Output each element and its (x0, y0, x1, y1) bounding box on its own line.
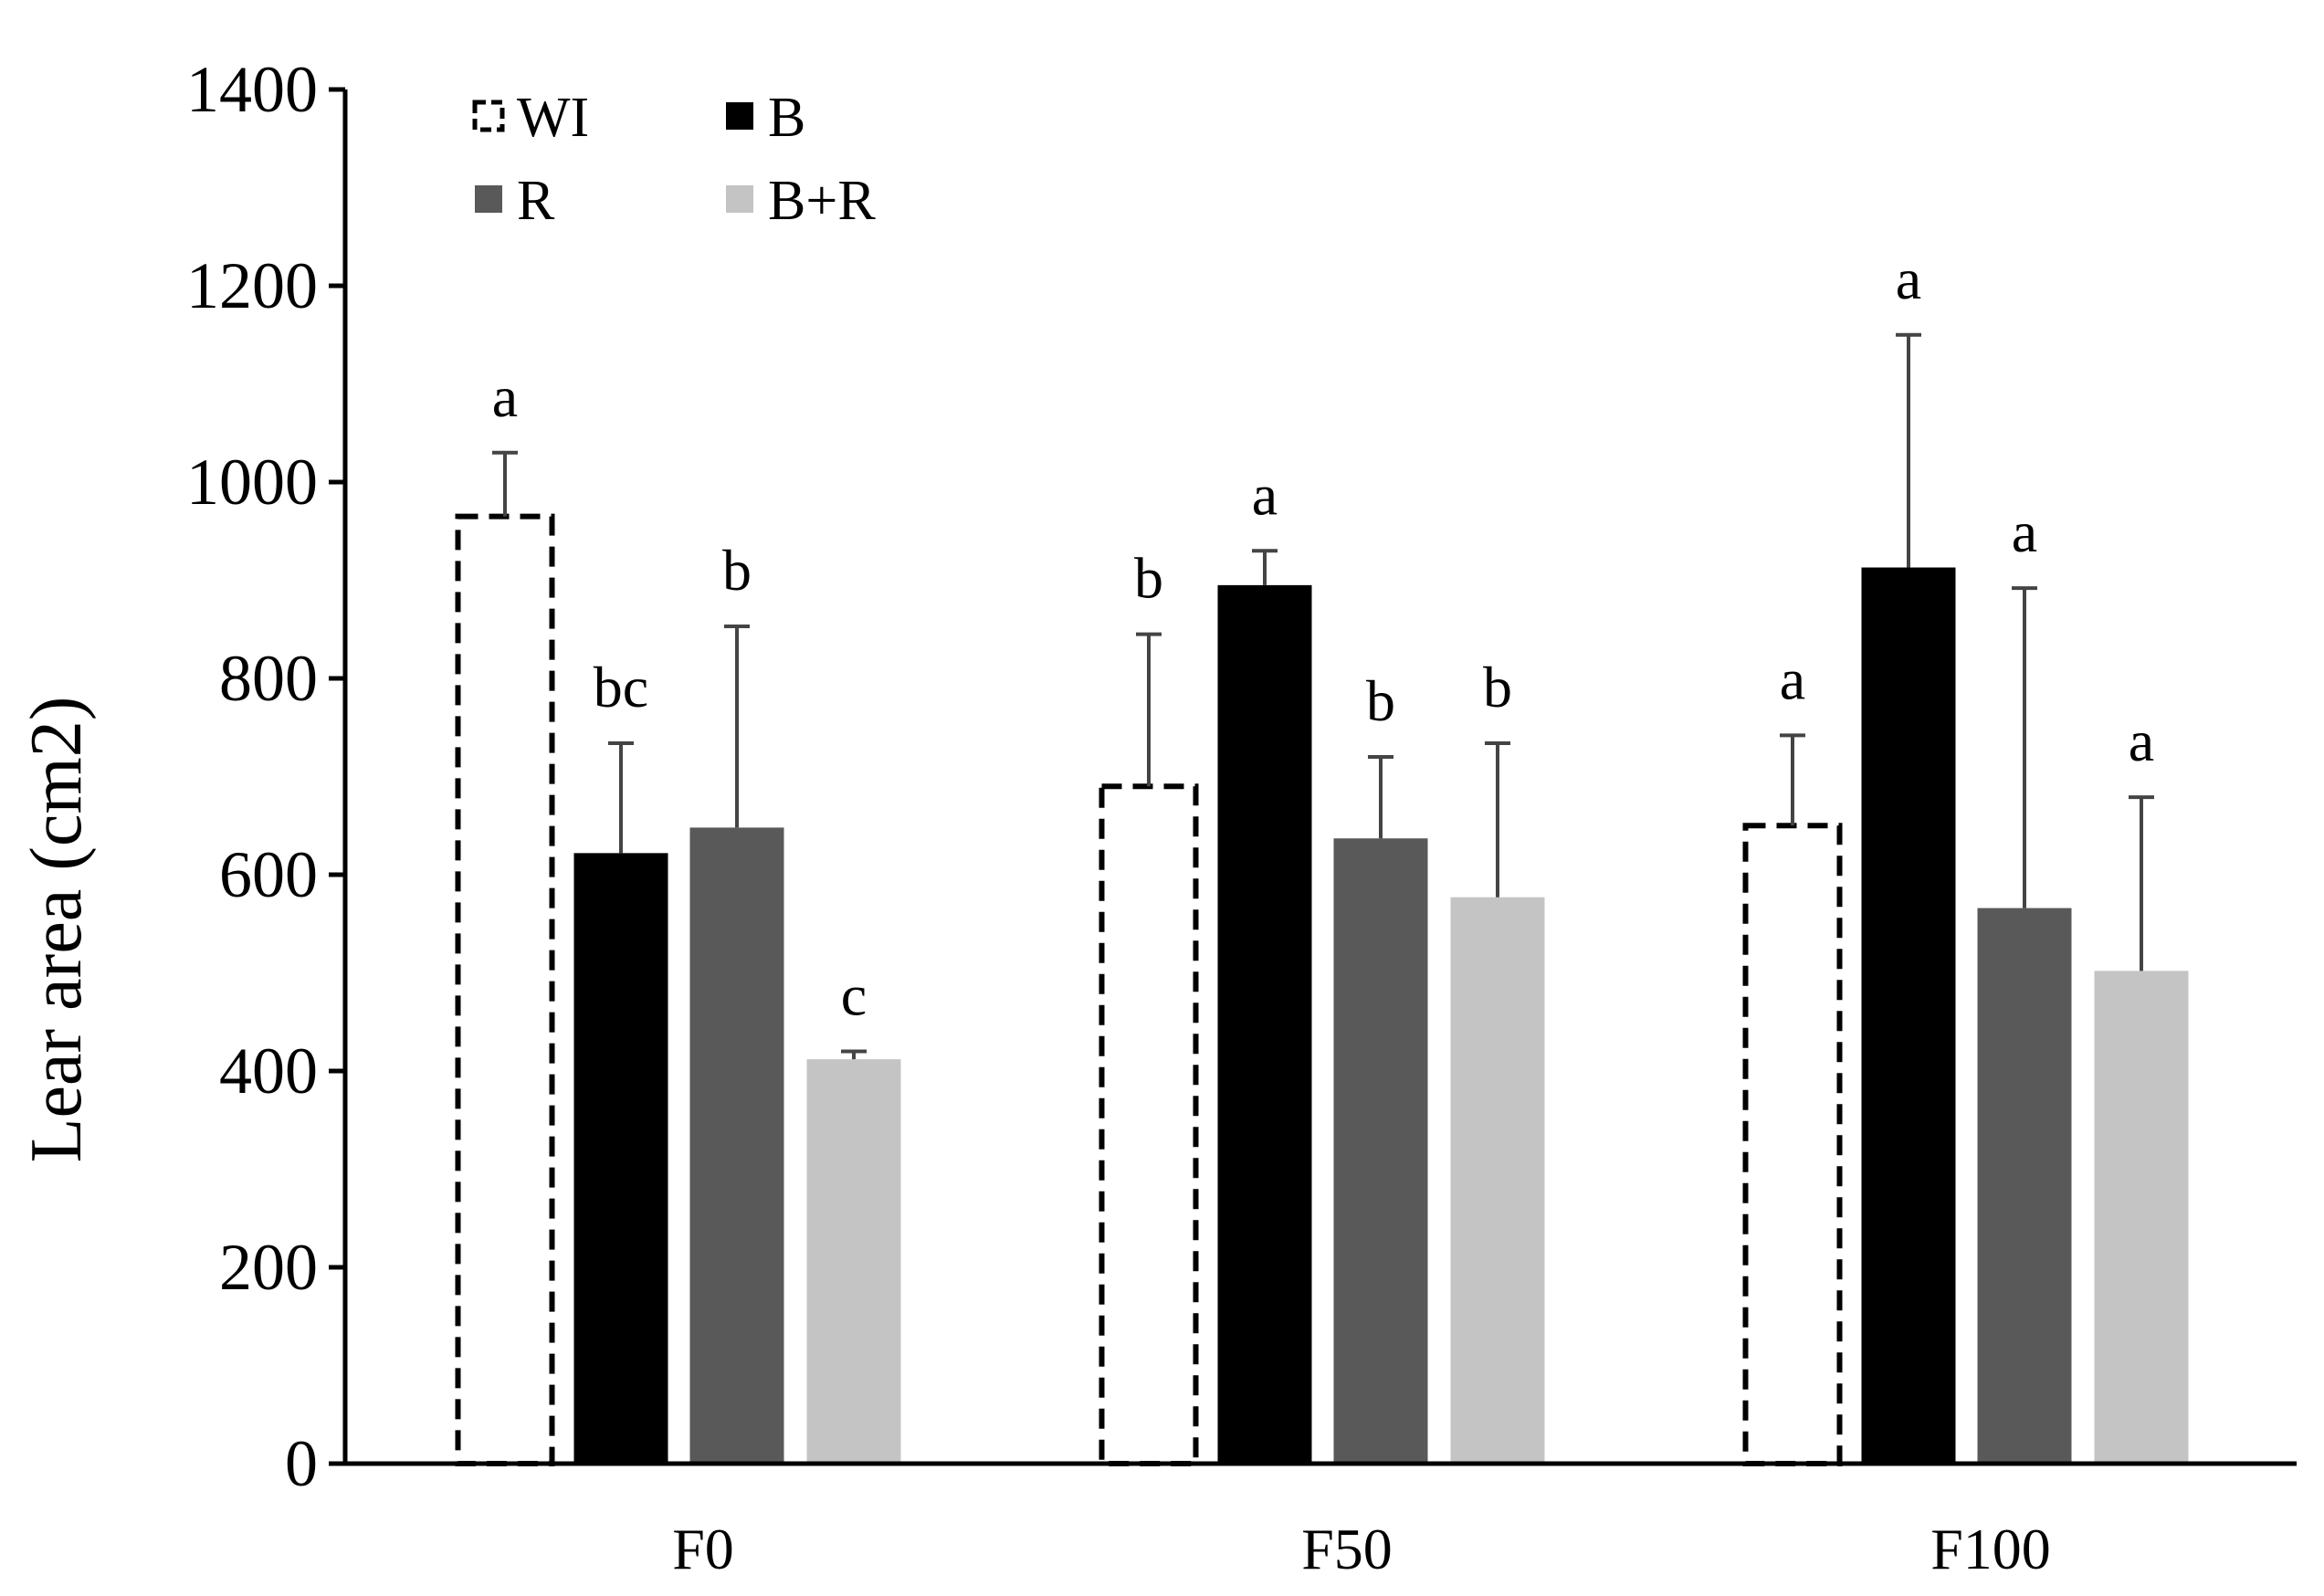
bar-R-F100 (1977, 908, 2072, 1464)
y-tick-label: 0 (285, 1427, 318, 1500)
significance-letter: b (1366, 668, 1395, 733)
bar-R-F50 (1333, 838, 1428, 1464)
significance-letter: a (1896, 247, 1921, 311)
bar-R-F0 (689, 827, 784, 1464)
bar-B+R-F100 (2094, 971, 2189, 1464)
significance-letter: a (1780, 646, 1805, 711)
significance-letter: b (1134, 546, 1163, 611)
category-label: F50 (1301, 1517, 1393, 1581)
y-tick-label: 200 (219, 1231, 318, 1304)
legend-swatch-B (726, 102, 753, 130)
y-tick-label: 1400 (186, 53, 318, 126)
bar-WI-F50 (1099, 783, 1199, 1466)
y-axis-ticks: 0 200 400 600 800 1000 1200 1400 (186, 53, 345, 1500)
legend-swatch-B+R (726, 185, 753, 213)
category-label: F100 (1930, 1517, 2051, 1581)
y-tick-label: 600 (219, 838, 318, 911)
y-tick-label: 800 (219, 642, 318, 715)
significance-letter: b (1483, 655, 1512, 719)
y-tick-label: 400 (219, 1034, 318, 1108)
bar-B-F0 (573, 853, 668, 1464)
error-bars-group (492, 332, 2154, 1060)
bar-WI-F0 (455, 513, 555, 1466)
bar-B-F100 (1861, 567, 1956, 1464)
significance-letter: a (2012, 499, 2037, 564)
significance-letter: bc (594, 655, 648, 719)
bar-B-F50 (1217, 584, 1312, 1464)
bars-group (455, 513, 2189, 1466)
category-label: F0 (672, 1517, 734, 1581)
legend-label: B+R (768, 170, 876, 232)
legend: WI B R B+R (472, 87, 876, 232)
y-tick-label: 1200 (186, 249, 318, 322)
y-axis-label-group: Lear area (cm2) (16, 697, 97, 1163)
y-tick-label: 1000 (186, 446, 318, 519)
y-axis-label: Lear area (cm2) (16, 697, 97, 1163)
bar-B+R-F0 (806, 1059, 901, 1464)
significance-letter: c (841, 963, 867, 1028)
significance-letter: a (492, 364, 518, 429)
significance-letter: a (1252, 462, 1278, 527)
bar-B+R-F50 (1450, 897, 1545, 1464)
significance-letter: a (2129, 709, 2154, 773)
significance-letters-group: a b a bc a a b b a c b a (492, 247, 2154, 1028)
legend-label: WI (517, 87, 589, 149)
category-labels-group: F0 F50 F100 (672, 1517, 2051, 1581)
significance-letter: b (722, 538, 752, 603)
legend-label: R (517, 170, 555, 232)
legend-label: B (768, 87, 805, 149)
bar-WI-F100 (1742, 823, 1843, 1466)
legend-swatch-WI (472, 100, 505, 132)
legend-swatch-R (475, 185, 502, 213)
